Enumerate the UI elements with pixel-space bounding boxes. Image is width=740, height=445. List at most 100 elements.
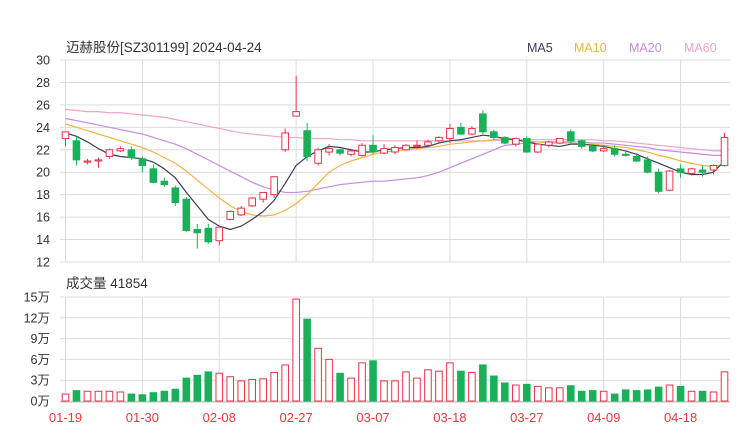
- volume-bar-down: [303, 318, 311, 402]
- grid-layer: [60, 59, 730, 403]
- volume-tick-label: 0万: [31, 395, 50, 409]
- volume-bar-down: [182, 377, 191, 402]
- volume-bar-up: [105, 390, 114, 402]
- candle-up: [435, 136, 443, 142]
- volume-bar-up: [413, 377, 421, 402]
- candle-down: [588, 145, 597, 152]
- volume-bar-down: [577, 390, 586, 402]
- volume-bar-up: [468, 372, 476, 402]
- volume-bar-up: [665, 384, 674, 402]
- volume-bar-up: [687, 390, 696, 402]
- candle-down: [369, 144, 377, 153]
- candle-down: [632, 156, 641, 162]
- volume-bar-up: [709, 391, 718, 402]
- volume-bar-up: [226, 376, 235, 402]
- candle-down: [336, 149, 344, 154]
- legend-ma5: MA5: [527, 41, 553, 55]
- volume-bar-up: [533, 385, 542, 402]
- candle-up: [94, 159, 103, 162]
- candle-down: [676, 168, 685, 173]
- volume-bar-up: [358, 362, 366, 402]
- volume-bar-down: [138, 394, 147, 402]
- volume-bar-up: [314, 347, 322, 402]
- volume-bar-up: [94, 390, 103, 402]
- candle-up: [687, 168, 696, 174]
- candle-down: [182, 198, 191, 232]
- candle-up: [259, 191, 267, 200]
- candle-down: [149, 168, 158, 183]
- volume-bar-up: [61, 393, 70, 402]
- price-tick-label: 14: [36, 233, 50, 247]
- volume-bar-up: [599, 390, 608, 402]
- volume-bar-down: [127, 393, 136, 402]
- axes: 12 14 16 18 20 22 24 26 28 30 0万 3万 6万 9万 12万 15万 01-19 0…: [24, 54, 698, 426]
- volume-bar-up: [391, 380, 399, 402]
- volume-bar-up: [512, 384, 520, 402]
- candle-up: [248, 197, 257, 207]
- candle-up: [720, 136, 729, 166]
- candle-up: [325, 148, 333, 153]
- date-tick-label: 01-30: [126, 410, 159, 425]
- volume-bar-down: [610, 393, 619, 402]
- candle-up: [105, 149, 114, 158]
- volume-tick-label: 12万: [24, 311, 50, 325]
- volume-bar-down: [698, 390, 707, 402]
- candle-up: [83, 160, 92, 163]
- date-tick-label: 03-07: [356, 410, 389, 425]
- volume-bar-down: [523, 383, 531, 402]
- volume-tick-label: 9万: [31, 332, 50, 346]
- volume-tick-label: 15万: [24, 291, 50, 305]
- volume-bar-up: [215, 372, 224, 402]
- candle-down: [577, 140, 586, 147]
- candle-up: [533, 143, 542, 153]
- candle-up: [226, 211, 235, 220]
- legend: MA5 MA10 MA20 MA60: [527, 41, 717, 55]
- volume-bar-up: [424, 369, 432, 402]
- candle-down: [654, 171, 663, 192]
- candle-down: [643, 159, 652, 173]
- candle-up: [314, 149, 322, 164]
- date-tick-label: 03-27: [510, 410, 543, 425]
- candle-down: [127, 149, 136, 159]
- volume-bar-down: [632, 390, 641, 402]
- candle-down: [621, 153, 630, 156]
- volume-bar-down: [490, 375, 498, 402]
- candle-up: [347, 150, 355, 155]
- ma20-line: [65, 117, 725, 194]
- candle-up: [215, 226, 224, 242]
- candle-down: [138, 158, 147, 166]
- volume-bar-down: [369, 360, 377, 402]
- candle-up: [61, 131, 70, 140]
- candle-up: [281, 132, 289, 151]
- volume-bar-up: [720, 371, 729, 402]
- volume-bar-down: [621, 389, 630, 402]
- volume-bar-down: [566, 385, 575, 402]
- candle-up: [544, 141, 553, 146]
- volume-bar-down: [336, 372, 344, 402]
- price-tick-label: 30: [36, 54, 50, 68]
- candle-up: [413, 144, 421, 147]
- date-tick-label: 02-27: [280, 410, 313, 425]
- volume-label: 成交量 41854: [66, 275, 148, 291]
- price-tick-label: 18: [36, 188, 50, 202]
- candle-down: [193, 228, 202, 234]
- chart-title: 迈赫股份[SZ301199] 2024-04-24: [66, 40, 262, 55]
- date-tick-label: 01-19: [49, 410, 82, 425]
- volume-bar-down: [479, 364, 487, 402]
- date-tick-label: 04-09: [587, 410, 620, 425]
- volume-bar-up: [237, 380, 246, 402]
- volume-bar-down: [149, 392, 158, 402]
- price-tick-label: 26: [36, 98, 50, 112]
- candle-up: [391, 147, 399, 153]
- legend-ma60: MA60: [684, 41, 717, 55]
- date-tick-label: 04-18: [664, 410, 697, 425]
- price-tick-label: 20: [36, 166, 50, 180]
- candle-down: [457, 126, 465, 135]
- volume-bar-down: [654, 386, 663, 402]
- volume-bar-up: [347, 377, 355, 402]
- candle-down: [490, 131, 498, 138]
- ma60-line: [65, 108, 725, 152]
- candle-up: [380, 148, 388, 154]
- price-tick-label: 16: [36, 211, 50, 225]
